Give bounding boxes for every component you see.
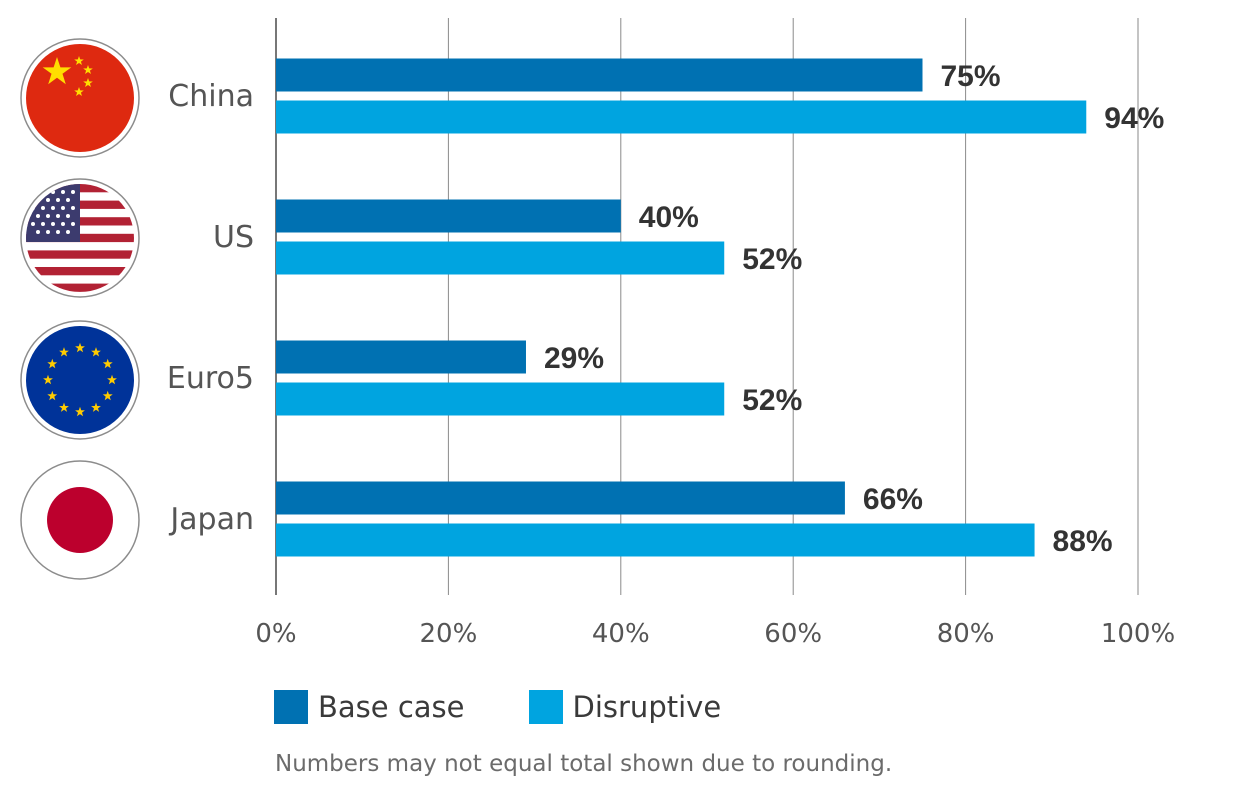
- value-label: 29%: [544, 342, 604, 375]
- x-tick-label: 60%: [764, 619, 822, 649]
- bar-disruptive: [276, 241, 725, 275]
- category-labels: China US Euro5 Japan: [167, 79, 254, 537]
- bar-disruptive: [276, 100, 1087, 134]
- eu-star: [47, 358, 58, 369]
- eu-star: [75, 342, 85, 353]
- bar-base-case: [276, 199, 621, 233]
- bar-disruptive: [276, 523, 1035, 557]
- value-labels: 75% 94% 40% 52% 29% 52% 66% 88%: [544, 60, 1164, 558]
- category-label: Euro5: [167, 361, 254, 396]
- legend-label-disruptive: Disruptive: [572, 690, 722, 724]
- legend-label-base-case: Base case: [318, 690, 465, 724]
- eu-star: [43, 374, 53, 385]
- value-label: 88%: [1053, 525, 1113, 558]
- category-label: US: [213, 220, 254, 255]
- eu-star: [107, 374, 117, 385]
- legend-item-base-case: Base case: [274, 690, 465, 724]
- category-label: Japan: [168, 502, 254, 537]
- x-tick-label: 40%: [592, 619, 650, 649]
- x-tick-labels: 0% 20% 40% 60% 80% 100%: [255, 619, 1175, 649]
- bar-base-case: [276, 58, 923, 92]
- eu-star: [102, 358, 113, 369]
- bar-disruptive: [276, 382, 725, 416]
- x-tick-label: 0%: [255, 619, 296, 649]
- bar-base-case: [276, 340, 526, 374]
- value-label: 75%: [941, 60, 1001, 93]
- china-flag-icon: [20, 38, 140, 158]
- footnote: Numbers may not equal total shown due to…: [275, 751, 893, 777]
- us-flag-icon: [20, 178, 140, 298]
- bars: [276, 58, 1087, 557]
- x-tick-label: 100%: [1101, 619, 1175, 649]
- category-label: China: [168, 79, 254, 114]
- eu-flag-icon: [20, 320, 140, 440]
- value-label: 52%: [742, 243, 802, 276]
- eu-star: [91, 347, 101, 357]
- legend-swatch-base-case: [274, 690, 308, 724]
- x-tick-label: 80%: [937, 619, 995, 649]
- value-label: 40%: [639, 201, 699, 234]
- value-label: 94%: [1104, 102, 1164, 135]
- legend-swatch-disruptive: [528, 690, 563, 724]
- eu-star: [91, 402, 101, 412]
- eu-star: [102, 390, 113, 401]
- bar-base-case: [276, 481, 845, 515]
- eu-star: [47, 390, 58, 401]
- x-tick-label: 20%: [420, 619, 478, 649]
- bar-chart: 75% 94% 40% 52% 29% 52% 66% 88% China US Euro5 Jap…: [20, 18, 1175, 649]
- value-label: 52%: [742, 384, 802, 417]
- eu-star: [59, 347, 69, 357]
- japan-flag-icon: [20, 460, 140, 580]
- legend-item-disruptive: Disruptive: [528, 690, 722, 724]
- eu-star: [59, 402, 69, 412]
- value-label: 66%: [863, 483, 923, 516]
- eu-star: [75, 406, 85, 417]
- legend: Base case Disruptive: [274, 690, 785, 724]
